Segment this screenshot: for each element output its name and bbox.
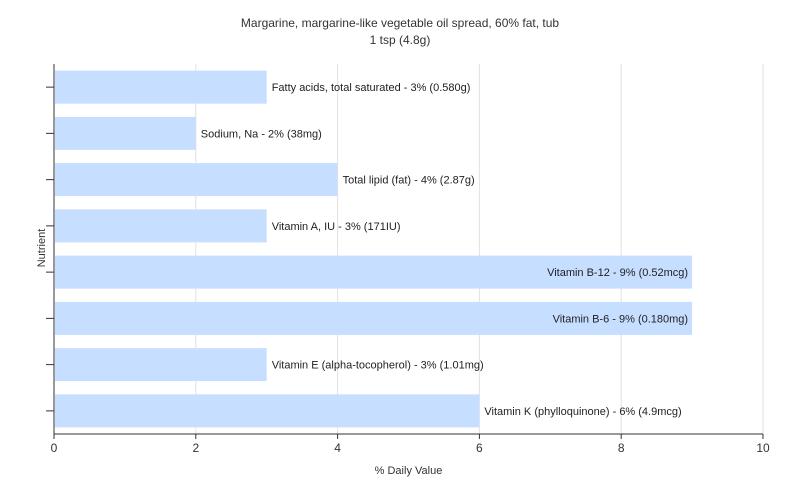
chart-subtitle: 1 tsp (4.8g) [369, 33, 431, 47]
bar [55, 209, 267, 243]
chart-title: Margarine, margarine-like vegetable oil … [240, 16, 560, 30]
bar [55, 394, 480, 428]
bar-label: Vitamin K (phylloquinone) - 6% (4.9mcg) [484, 406, 681, 418]
bar [55, 163, 338, 197]
bar-label: Vitamin A, IU - 3% (171IU) [272, 221, 401, 233]
x-tick-label: 6 [476, 441, 483, 455]
x-tick-label: 4 [334, 441, 341, 455]
bar-label: Vitamin E (alpha-tocopherol) - 3% (1.01m… [272, 360, 484, 372]
y-axis-label: Nutrient [36, 228, 48, 268]
x-tick-label: 0 [51, 441, 58, 455]
bar [55, 70, 267, 104]
bar [55, 255, 693, 289]
bar [55, 348, 267, 382]
x-tick-label: 2 [192, 441, 199, 455]
x-axis-label: % Daily Value [374, 465, 443, 477]
x-tick-label: 8 [618, 441, 625, 455]
bar [55, 301, 693, 335]
bar-label: Fatty acids, total saturated - 3% (0.580… [272, 82, 471, 94]
bar-label: Vitamin B-12 - 9% (0.52mcg) [547, 267, 688, 279]
bar [55, 116, 196, 150]
bar-label: Total lipid (fat) - 4% (2.87g) [343, 175, 475, 187]
x-tick-label: 10 [756, 441, 770, 455]
bar-label: Sodium, Na - 2% (38mg) [201, 128, 322, 140]
bar-label: Vitamin B-6 - 9% (0.180mg) [553, 313, 689, 325]
